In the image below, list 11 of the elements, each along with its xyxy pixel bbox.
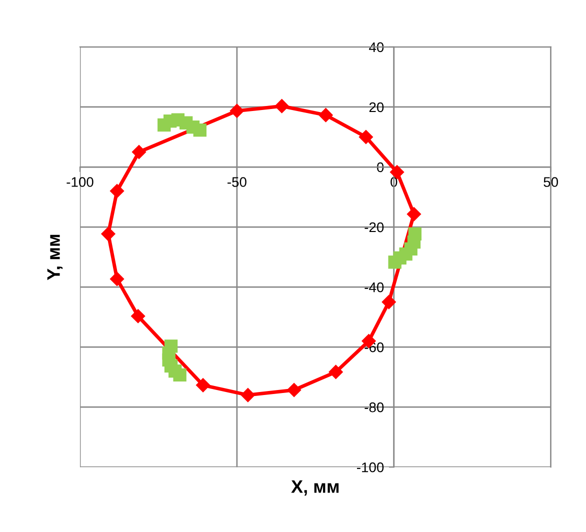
x-axis-title: X, мм [291,480,339,496]
y-tick-label: -40 [364,282,384,292]
x-tick-label: 0 [390,177,398,187]
y-axis-title: Y, мм [47,234,63,280]
y-tick-label: -100 [356,462,384,472]
x-tick-label: -50 [228,177,246,187]
x-tick-label: 50 [544,177,558,187]
y-tick-label: -20 [364,222,384,232]
x-tick-label: -100 [66,177,94,187]
y-tick-label: -80 [364,402,384,412]
y-tick-label: 20 [369,102,384,112]
